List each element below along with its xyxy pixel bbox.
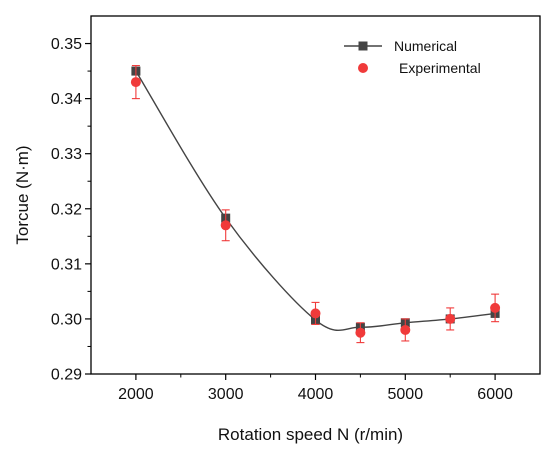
series-line-numerical xyxy=(135,70,496,331)
data-point-experimental xyxy=(355,327,366,338)
legend: Numerical Experimental xyxy=(344,38,481,76)
data-point-experimental xyxy=(220,220,231,231)
x-tick-label: 3000 xyxy=(208,386,244,403)
y-tick-label: 0.31 xyxy=(51,256,82,273)
y-tick-label: 0.35 xyxy=(51,36,82,53)
y-tick-label: 0.34 xyxy=(51,91,82,108)
legend-marker-circle xyxy=(358,63,368,73)
data-point-experimental xyxy=(490,302,501,313)
plot-area xyxy=(130,65,501,344)
legend-marker-square xyxy=(358,41,368,51)
series-numerical xyxy=(131,66,500,332)
data-point-experimental xyxy=(400,324,411,335)
legend-item-numerical: Numerical xyxy=(344,38,457,54)
data-point-experimental xyxy=(445,313,456,324)
data-point-experimental xyxy=(130,77,141,88)
y-tick-label: 0.30 xyxy=(51,311,82,328)
legend-label: Experimental xyxy=(399,60,481,76)
y-tick-label: 0.29 xyxy=(51,367,82,384)
x-axis-title: Rotation speed N (r/min) xyxy=(218,425,403,444)
x-tick-label: 5000 xyxy=(388,386,424,403)
y-tick-label: 0.33 xyxy=(51,146,82,163)
y-axis-title: Torcue (N·m) xyxy=(13,145,32,244)
legend-label: Numerical xyxy=(394,38,457,54)
legend-item-experimental: Experimental xyxy=(358,60,481,76)
series-experimental xyxy=(130,65,501,344)
x-tick-label: 2000 xyxy=(118,386,154,403)
y-tick-label: 0.32 xyxy=(51,201,82,218)
x-tick-label: 6000 xyxy=(477,386,513,403)
data-point-experimental xyxy=(310,308,321,319)
axes: 2000 3000 4000 5000 6000 0.29 0.30 0.31 0.32 0.33… xyxy=(13,15,541,444)
x-tick-label: 4000 xyxy=(298,386,334,403)
